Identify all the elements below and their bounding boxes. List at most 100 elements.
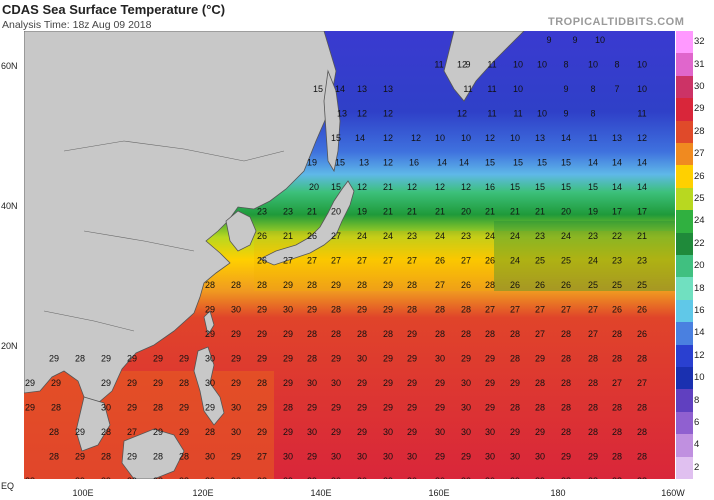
sst-value: 21 [307,207,317,217]
colorbar-swatch [676,299,693,323]
sst-value: 26 [485,256,495,266]
sst-value: 27 [510,305,520,315]
sst-value: 20 [461,207,471,217]
colorbar-swatch [676,31,693,54]
sst-value: 23 [407,231,417,241]
sst-value: 15 [510,182,520,192]
sst-value: 15 [313,84,323,94]
sst-value: 29 [153,354,163,364]
sst-value: 26 [637,329,647,339]
sst-value: 29 [383,354,393,364]
sst-value: 29 [307,305,317,315]
sst-value: 14 [637,158,647,168]
sst-value: 28 [179,476,189,479]
sst-value: 29 [383,280,393,290]
sst-value: 29 [25,403,35,413]
sst-value: 30 [435,476,445,479]
sst-value: 15 [535,182,545,192]
sst-value: 30 [461,403,471,413]
colorbar-swatch [676,53,693,77]
colorbar-swatch [676,187,693,211]
sst-value: 29 [435,378,445,388]
sst-value: 19 [357,207,367,217]
sst-value: 29 [101,476,111,479]
sst-value: 29 [407,329,417,339]
sst-value: 30 [383,452,393,462]
sst-value: 28 [510,354,520,364]
sst-value: 29 [283,476,293,479]
colorbar-label: 6 [694,417,700,428]
colorbar-label: 24 [694,215,705,227]
sst-value: 12 [357,109,367,119]
green-zone-east [494,221,675,291]
sst-value: 28 [435,329,445,339]
colorbar-swatch [676,456,693,480]
sst-value: 24 [485,231,495,241]
colorbar-swatch [676,210,693,234]
colorbar-swatch [676,434,693,458]
sst-value: 28 [588,403,598,413]
sst-value: 29 [383,305,393,315]
colorbar-swatch [676,165,693,189]
sst-value: 23 [588,231,598,241]
sst-value: 28 [283,403,293,413]
sst-value: 29 [307,452,317,462]
map-title: CDAS Sea Surface Temperature (°C) [2,2,226,17]
sst-value: 29 [383,476,393,479]
sst-value: 11 [588,133,597,143]
colorbar-label: 18 [694,282,705,294]
sst-value: 29 [231,452,241,462]
sst-value: 28 [231,280,241,290]
sst-value: 29 [257,329,267,339]
sst-value: 29 [257,403,267,413]
sst-value: 28 [331,329,341,339]
sst-value: 27 [127,427,137,437]
sst-value: 29 [153,378,163,388]
sst-value: 10 [513,84,523,94]
sst-value: 28 [612,329,622,339]
sst-value: 11 [487,109,496,119]
sst-value: 10 [537,60,547,70]
colorbar-label: 4 [694,439,700,451]
sst-value: 14 [437,158,447,168]
sst-value: 30 [231,427,241,437]
sst-value: 23 [612,256,622,266]
sst-value: 25 [535,256,545,266]
sst-value: 14 [612,182,622,192]
sst-value: 17 [637,207,647,217]
sst-value: 28 [101,452,111,462]
sst-value: 28 [485,280,495,290]
taiwan-island [203,310,215,337]
sst-value: 30 [485,452,495,462]
sst-value: 30 [485,476,495,479]
sst-value: 9 [563,84,568,94]
sst-value: 29 [535,354,545,364]
sst-value: 25 [588,280,598,290]
sst-value: 10 [510,133,520,143]
sst-value: 28 [407,305,417,315]
sst-value: 26 [435,256,445,266]
sst-value: 29 [510,427,520,437]
sst-value: 29 [485,354,495,364]
sst-value: 30 [461,378,471,388]
sst-value: 17 [612,207,622,217]
sst-value: 28 [612,354,622,364]
sst-value: 29 [127,452,137,462]
sst-value: 28 [612,403,622,413]
sst-value: 28 [257,476,267,479]
sst-value: 11 [463,84,472,94]
sst-value: 26 [510,280,520,290]
sst-value: 30 [357,354,367,364]
sst-value: 29 [283,329,293,339]
sst-value: 29 [485,403,495,413]
sst-value: 29 [51,378,61,388]
sst-value: 30 [283,305,293,315]
sst-value: 28 [407,280,417,290]
sst-value: 15 [335,158,345,168]
sst-value: 28 [637,452,647,462]
sst-value: 27 [588,329,598,339]
sst-value: 30 [461,476,471,479]
colorbar-label: 10 [694,372,705,384]
sst-value: 22 [612,231,622,241]
